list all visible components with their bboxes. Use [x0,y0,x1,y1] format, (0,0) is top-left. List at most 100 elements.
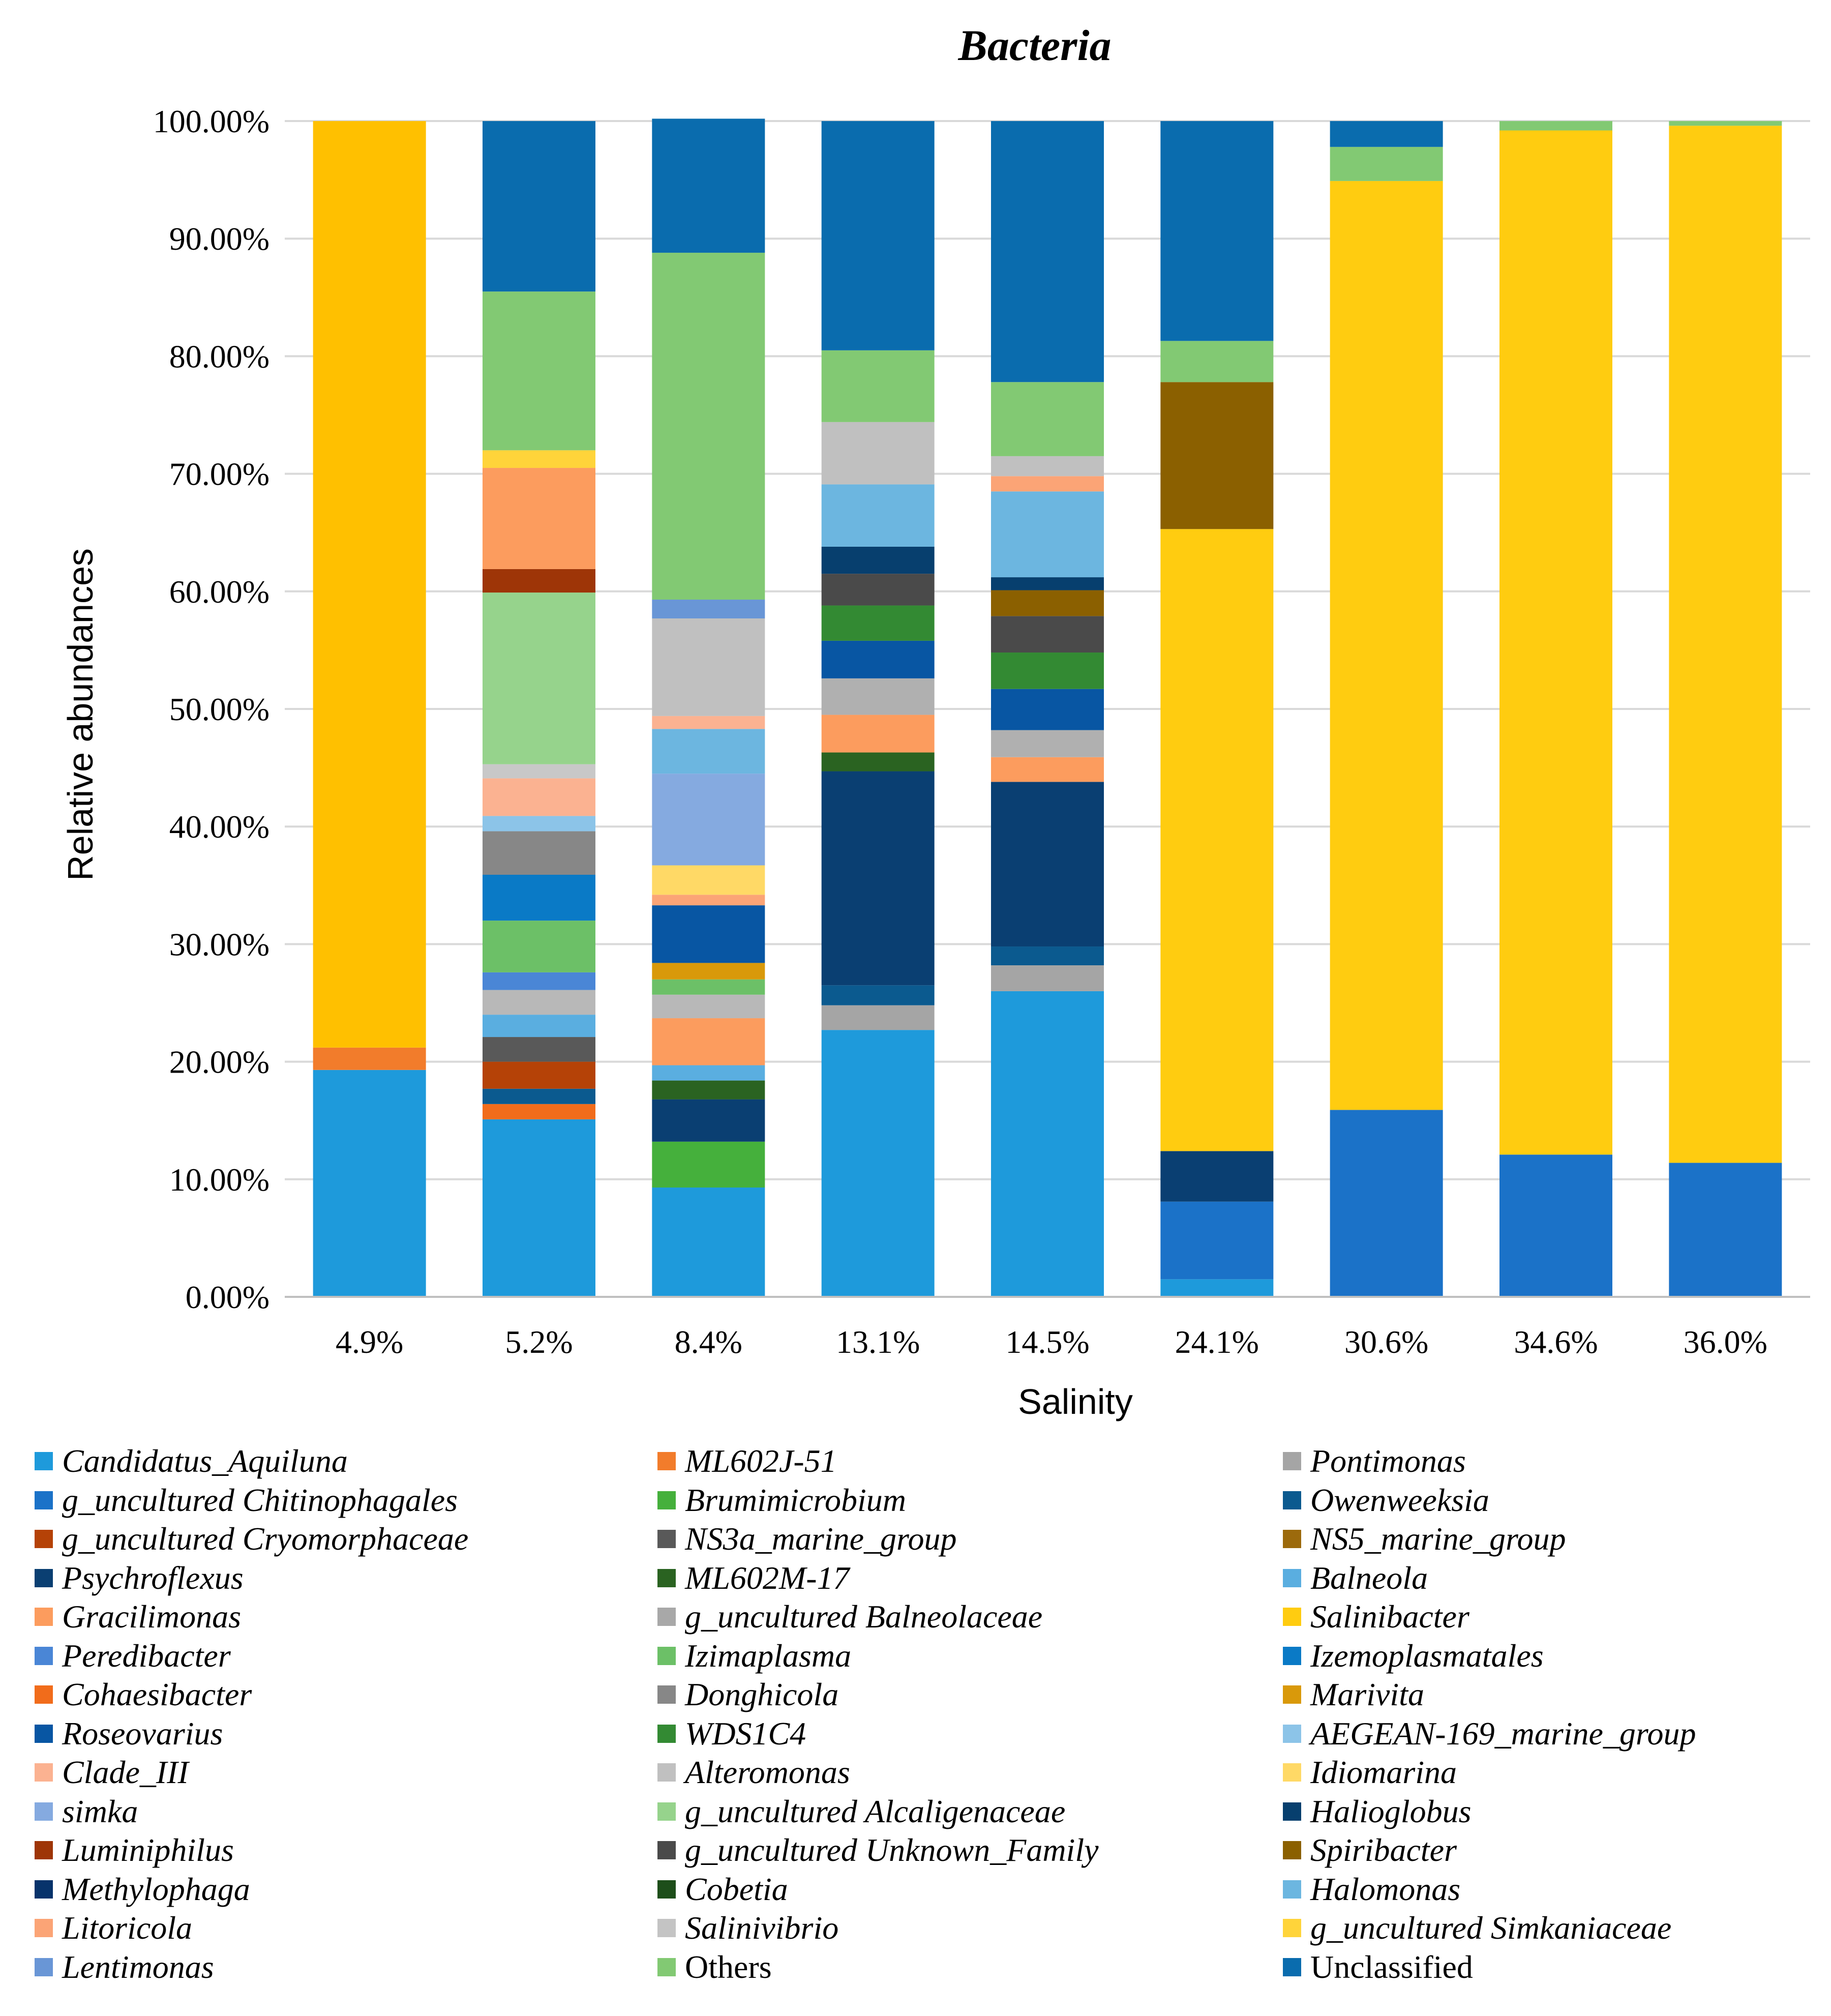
legend-label: Candidatus_Aquiluna [62,1443,348,1479]
legend-item: Others [657,1948,772,1987]
y-tick-label: 30.00% [169,926,269,962]
legend-item: g_uncultured Simkaniaceae [1283,1909,1671,1947]
legend-swatch [1283,1958,1301,1976]
bar-segment [991,653,1104,689]
legend-item: simka [35,1792,138,1831]
bar-segment [1669,1163,1782,1297]
legend-label: Idiomarina [1310,1754,1457,1790]
bar-segment [1330,181,1443,1110]
bar-segment [652,979,765,995]
legend-swatch [1283,1763,1301,1782]
bar-segment [991,456,1104,477]
legend: Candidatus_Aquiluna g_uncultured Chitinop… [35,1442,1804,2011]
legend-item: Donghicola [657,1675,838,1714]
legend-label: Gracilimonas [62,1598,241,1635]
legend-label: ML602J-51 [685,1443,837,1479]
bar-segment [1669,126,1782,1163]
legend-item: Izemoplasmatales [1283,1637,1544,1675]
legend-item: NS5_marine_group [1283,1520,1566,1558]
bar-segment [483,291,595,451]
legend-item: Balneola [1283,1559,1428,1597]
bar-segment [1499,130,1612,1155]
bar-segment [991,577,1104,590]
legend-item: g_uncultured Alcaligenaceae [657,1792,1065,1831]
y-tick-label: 0.00% [186,1279,269,1315]
legend-item: Unclassified [1283,1948,1473,1987]
legend-swatch [1283,1530,1301,1548]
legend-label: Alteromonas [685,1754,850,1790]
bar-segment [652,599,765,618]
y-tick-label: 70.00% [169,456,269,492]
x-axis-title: Salinity [1018,1382,1133,1421]
x-tick-label: 24.1% [1175,1324,1259,1360]
x-tick-label: 36.0% [1684,1324,1767,1360]
legend-swatch [657,1841,676,1859]
legend-label: Roseovarius [62,1715,223,1752]
legend-swatch [1283,1724,1301,1743]
bar-stack [483,121,595,1297]
bar-segment [483,1015,595,1037]
legend-swatch [35,1568,53,1587]
bar-segment [652,774,765,866]
legend-swatch [35,1958,53,1976]
bar-segment [1160,1279,1274,1297]
bar-segment [652,1080,765,1100]
legend-label: g_uncultured Unknown_Family [685,1832,1099,1868]
legend-swatch [35,1880,53,1899]
legend-swatch [35,1491,53,1509]
legend-item: Roseovarius [35,1714,223,1753]
bar-segment [991,730,1104,757]
legend-swatch [657,1568,676,1587]
bar-segment [821,678,935,715]
bar-stack [991,121,1104,1297]
legend-label: Halomonas [1310,1871,1461,1907]
legend-label: Owenweeksia [1310,1481,1489,1518]
bar-segment [483,1119,595,1297]
legend-label: Salinivibrio [685,1910,839,1946]
bar-segment [821,1030,935,1297]
bar-segment [991,965,1104,991]
legend-item: Alteromonas [657,1753,850,1792]
y-tick-label: 50.00% [169,691,269,727]
legend-label: Donghicola [685,1676,839,1712]
legend-label: g_uncultured Chitinophagales [62,1481,458,1518]
legend-swatch [1283,1646,1301,1665]
y-tick-label: 40.00% [169,809,269,845]
legend-item: Pontimonas [1283,1442,1466,1480]
legend-swatch [657,1452,676,1470]
bar-segment [1160,1151,1274,1202]
legend-label: Cohaesibacter [62,1676,252,1712]
bar-segment [1160,382,1274,529]
bar-segment [821,1005,935,1030]
legend-item: Halomonas [1283,1870,1460,1909]
bar-segment [483,764,595,779]
legend-item: g_uncultured Unknown_Family [657,1831,1099,1870]
bar-segment [652,1018,765,1065]
bar-segment [652,963,765,980]
legend-label: WDS1C4 [685,1715,806,1752]
legend-swatch [1283,1685,1301,1704]
legend-item: Clade_III [35,1753,189,1792]
legend-swatch [35,1763,53,1782]
bar-stack [1160,121,1274,1297]
legend-label: Marivita [1310,1676,1424,1712]
legend-swatch [35,1685,53,1704]
legend-item: Methylophaga [35,1870,250,1909]
legend-label: Peredibacter [62,1637,231,1674]
legend-item: Luminiphilus [35,1831,234,1870]
legend-label: Spiribacter [1310,1832,1457,1868]
legend-swatch [657,1802,676,1821]
x-tick-label: 14.5% [1005,1324,1089,1360]
bar-segment [652,729,765,774]
legend-label: Brumimicrobium [685,1481,906,1518]
legend-swatch [657,1685,676,1704]
y-tick-label: 100.00% [153,103,269,139]
legend-label: Cobetia [685,1871,788,1907]
bar-segment [483,816,595,832]
legend-item: Salinivibrio [657,1909,838,1947]
bar-segment [821,574,935,606]
bar-segment [483,592,595,764]
y-tick-label: 10.00% [169,1162,269,1198]
bar-segment [483,569,595,593]
bar-segment [1669,121,1782,126]
